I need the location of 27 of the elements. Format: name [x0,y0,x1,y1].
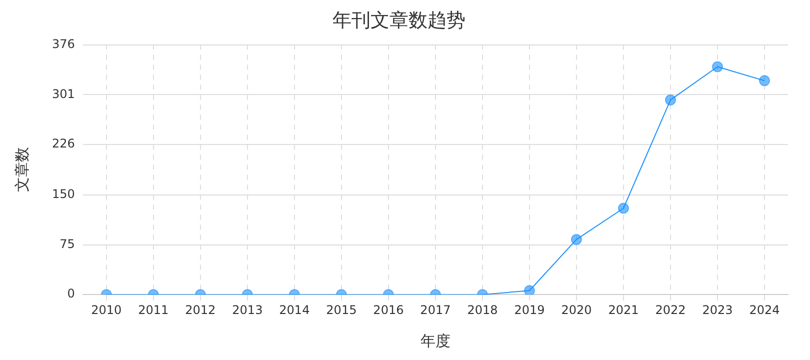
x-tick-label: 2021 [608,302,639,317]
y-axis-title: 文章数 [12,147,31,192]
chart-title: 年刊文章数趋势 [332,9,466,32]
y-tick-label: 75 [60,236,75,251]
x-tick-label: 2016 [373,302,404,317]
x-axis-title: 年度 [420,332,450,350]
x-tick-label: 2012 [185,302,216,317]
x-tick-label: 2022 [655,302,686,317]
x-tick-label: 2024 [749,302,780,317]
x-tick-label: 2020 [561,302,592,317]
x-tick-label: 2010 [91,302,122,317]
y-tick-label: 376 [52,36,75,51]
x-tick-label: 2019 [514,302,545,317]
y-tick-label: 0 [67,286,75,301]
x-tick-label: 2023 [702,302,733,317]
y-tick-label: 301 [52,86,75,101]
x-tick-label: 2015 [326,302,357,317]
x-tick-label: 2011 [138,302,169,317]
x-tick-label: 2017 [420,302,451,317]
y-tick-label: 226 [52,136,75,151]
point [664,94,676,106]
x-tick-label: 2014 [279,302,310,317]
point [712,61,723,72]
x-tick-label: 2018 [467,302,498,317]
x-tick-label: 2013 [232,302,263,317]
y-tick-label: 150 [52,187,75,202]
point [758,75,770,86]
